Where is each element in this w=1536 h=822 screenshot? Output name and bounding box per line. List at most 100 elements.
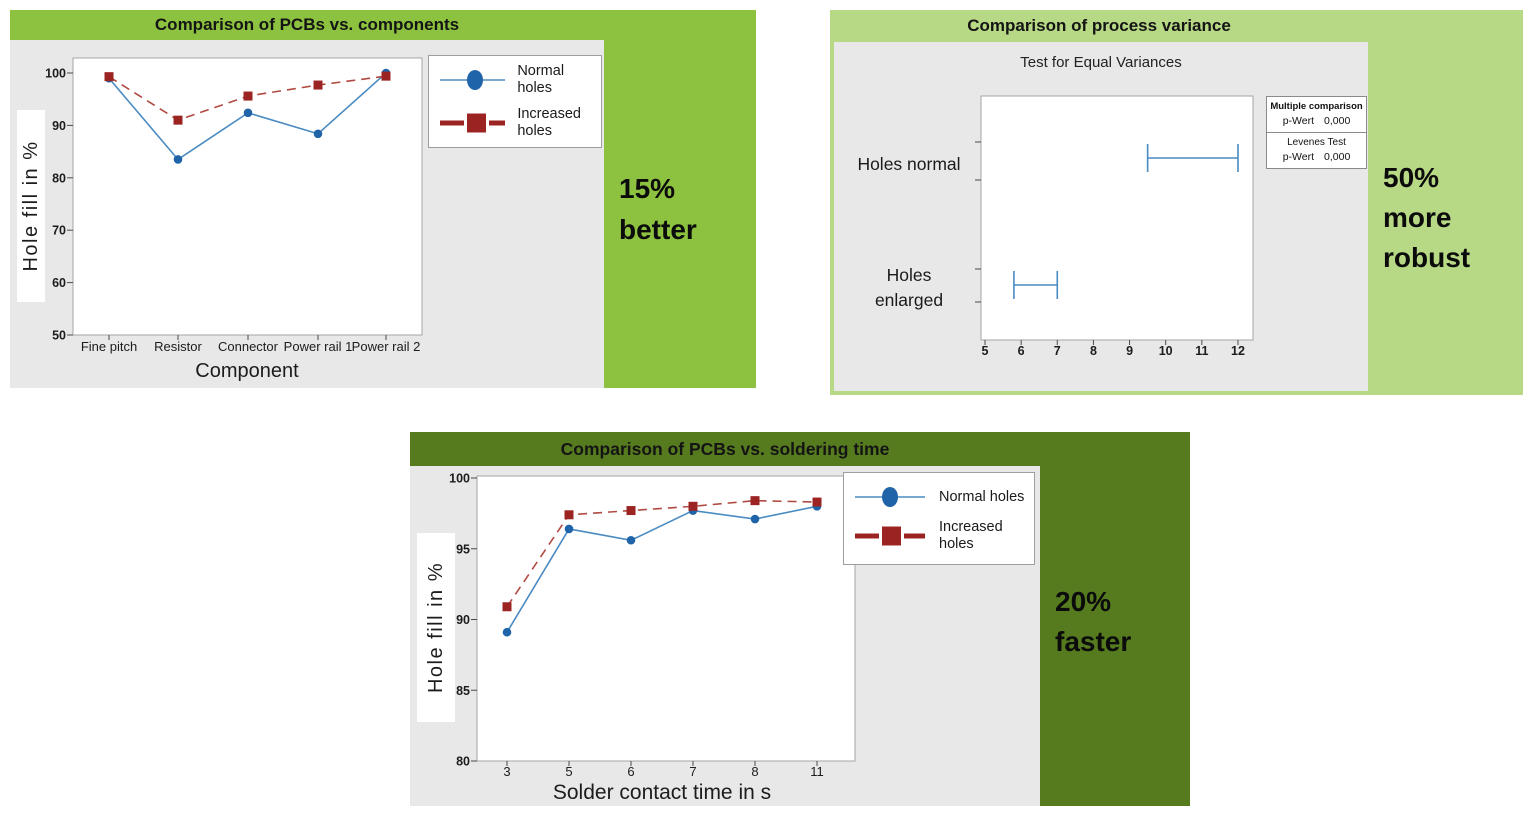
data-point xyxy=(173,115,183,125)
legend-label: Normal holes xyxy=(939,488,1025,505)
ylabel-backdrop xyxy=(17,110,45,302)
stats-cell-multiple-comparison: Multiple comparison p-Wert 0,000 xyxy=(1267,97,1366,133)
data-point xyxy=(750,514,760,524)
data-point xyxy=(626,506,636,516)
legend-marker-circle-icon xyxy=(855,487,925,507)
stats-value: 0,000 xyxy=(1324,115,1351,127)
stats-header: Levenes Test xyxy=(1287,137,1346,148)
x-tick-label: 7 xyxy=(689,764,696,779)
x-tick-label: 10 xyxy=(1159,344,1173,358)
highlight-line: 20% xyxy=(1055,586,1112,617)
data-point xyxy=(626,535,636,545)
legend-marker-square-icon xyxy=(855,526,925,546)
data-point xyxy=(173,155,183,164)
y-tick-label: 80 xyxy=(456,755,470,769)
chart-area-soldering-time: Hole fill in % 80 85 90 95 100 3 5 6 7 8 11 Solder c… xyxy=(410,466,1040,806)
highlight-text-faster: 20% faster xyxy=(1055,582,1131,662)
chart-area-components: Hole fill in % 50 60 70 80 90 100 Fine pitch Res… xyxy=(10,40,604,388)
x-tick-label: 3 xyxy=(503,764,510,779)
data-point xyxy=(502,627,512,637)
x-tick-label: 6 xyxy=(1018,344,1025,358)
y-tick-label: 60 xyxy=(52,276,66,290)
data-point xyxy=(564,510,574,520)
data-point xyxy=(750,496,760,506)
legend-item-normal-holes: Normal holes xyxy=(438,63,601,97)
highlight-line: more xyxy=(1383,202,1452,233)
x-tick-label: 5 xyxy=(982,344,989,358)
plot-area xyxy=(476,475,856,762)
highlight-line: robust xyxy=(1383,242,1471,273)
x-tick-label: Fine pitch xyxy=(81,339,137,354)
banner-soldering-time: Comparison of PCBs vs. soldering time xyxy=(410,432,1190,466)
interval-chart-variance: 5 6 7 8 9 10 11 12 xyxy=(834,42,1368,391)
x-tick-label: 6 xyxy=(627,764,634,779)
y-tick-label: 85 xyxy=(456,684,470,698)
legend-item-normal-holes: Normal holes xyxy=(853,484,1034,510)
highlight-line: faster xyxy=(1055,626,1132,657)
data-point xyxy=(688,501,698,511)
series-line-increased-holes xyxy=(506,499,818,608)
legend-components: Normal holes Increased holes xyxy=(428,55,602,148)
chart-canvas: Hole fill in % 80 85 90 95 100 3 5 6 7 8 11 Solder c… xyxy=(417,472,856,804)
banner-variance: Comparison of process variance xyxy=(830,10,1523,42)
x-tick-label: Power rail 2 xyxy=(352,339,421,354)
legend-item-increased-holes: Increased holes xyxy=(438,106,601,140)
series-line-normal-holes xyxy=(506,505,818,633)
data-point xyxy=(104,72,114,82)
y-axis-title: Hole fill in % xyxy=(20,140,42,271)
data-point xyxy=(313,80,323,90)
panel-components: Comparison of PCBs vs. components Hole f… xyxy=(10,10,756,388)
x-tick-label: 7 xyxy=(1054,344,1061,358)
y-tick-label: 50 xyxy=(52,329,66,343)
data-point xyxy=(381,71,391,81)
legend-label: Increased holes xyxy=(517,106,581,139)
highlight-text-better: 15% better xyxy=(619,168,697,250)
chart-canvas: 5 6 7 8 9 10 11 12 xyxy=(975,95,1254,358)
highlight-text-robust: 50% more robust xyxy=(1383,158,1470,278)
highlight-line: better xyxy=(619,214,697,245)
stats-cell-levenes-test: Levenes Test p-Wert 0,000 xyxy=(1267,133,1366,168)
chart-title: Comparison of PCBs vs. soldering time xyxy=(560,438,890,459)
data-point xyxy=(313,129,323,139)
y-tick-label: 100 xyxy=(45,67,66,81)
stats-label: p-Wert xyxy=(1282,115,1315,127)
data-point xyxy=(564,524,574,534)
data-point xyxy=(812,497,822,507)
legend-label: Increased holes xyxy=(939,519,1003,552)
chart-area-variance: Test for Equal Variances 5 6 7 8 9 10 11 12 Hol… xyxy=(834,42,1368,391)
chart-title: Comparison of process variance xyxy=(967,16,1231,35)
stats-label: p-Wert xyxy=(1282,151,1315,163)
y-tick-label: 90 xyxy=(456,613,470,627)
data-point xyxy=(243,91,253,101)
x-tick-label: Resistor xyxy=(154,339,202,354)
y-tick-label: 80 xyxy=(52,171,66,185)
x-tick-label: Connector xyxy=(218,339,279,354)
x-tick-label: Power rail 1 xyxy=(284,339,353,354)
data-point xyxy=(502,602,512,612)
x-axis-title: Solder contact time in s xyxy=(553,781,771,804)
category-label-holes-normal: Holes normal xyxy=(857,154,961,174)
highlight-panel-better: 15% better xyxy=(604,40,756,388)
legend-soldering-time: Normal holes Increased holes xyxy=(843,472,1035,565)
stats-header: Multiple comparison xyxy=(1270,101,1363,112)
x-tick-label: 9 xyxy=(1126,344,1133,358)
chart-title: Comparison of PCBs vs. components xyxy=(154,15,460,34)
category-label-holes-enlarged: Holes enlarged xyxy=(874,265,944,310)
y-axis-title: Hole fill in % xyxy=(425,562,447,693)
panel-variance: Comparison of process variance Test for … xyxy=(830,10,1523,395)
x-tick-label: 11 xyxy=(1195,344,1208,358)
x-tick-label: 12 xyxy=(1231,344,1245,358)
x-axis-title: Component xyxy=(195,360,299,382)
chart-subtitle: Test for Equal Variances xyxy=(1020,54,1182,71)
highlight-panel-faster: 20% faster xyxy=(1040,466,1190,806)
y-tick-label: 100 xyxy=(449,472,470,486)
banner-components: Comparison of PCBs vs. components xyxy=(10,10,756,40)
chart-canvas: Hole fill in % 50 60 70 80 90 100 Fine pitch Res… xyxy=(17,57,423,382)
x-tick-label: 8 xyxy=(751,764,758,779)
x-tick-label: 5 xyxy=(565,764,572,779)
y-tick-label: 90 xyxy=(52,119,66,133)
x-tick-label: 8 xyxy=(1090,344,1097,358)
plot-area xyxy=(980,95,1254,341)
stats-box: Multiple comparison p-Wert 0,000 Levenes… xyxy=(1266,96,1367,169)
data-point xyxy=(243,108,253,118)
